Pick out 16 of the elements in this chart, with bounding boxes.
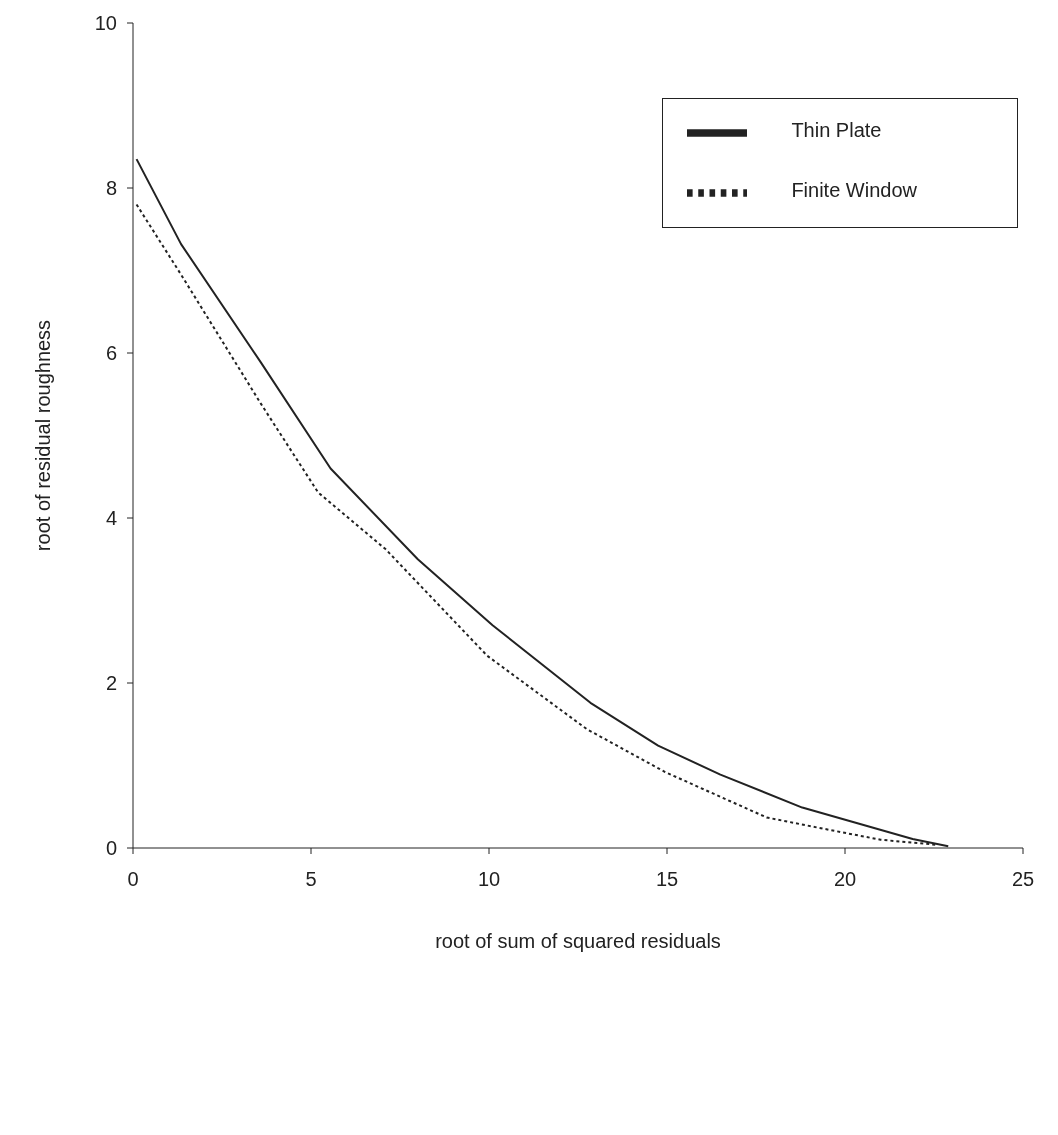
legend-label: Thin Plate bbox=[791, 119, 882, 142]
x-tick-label: 5 bbox=[305, 868, 317, 891]
legend-label: Finite Window bbox=[791, 179, 917, 202]
x-tick-label: 25 bbox=[1011, 868, 1035, 891]
x-tick-label: 15 bbox=[655, 868, 679, 891]
y-tick-label: 6 bbox=[105, 342, 117, 365]
x-tick-label: 0 bbox=[127, 868, 139, 891]
x-axis-title: root of sum of squared residuals bbox=[435, 930, 721, 952]
y-tick-label: 2 bbox=[105, 672, 117, 695]
y-axis-title: root of residual roughness bbox=[32, 319, 55, 552]
y-tick-label: 10 bbox=[94, 12, 117, 35]
x-tick-label: 20 bbox=[833, 868, 857, 891]
y-tick-label: 8 bbox=[105, 177, 117, 200]
y-tick-label: 4 bbox=[105, 507, 117, 530]
y-tick-label: 0 bbox=[105, 837, 117, 860]
x-tick-label: 10 bbox=[477, 868, 501, 891]
